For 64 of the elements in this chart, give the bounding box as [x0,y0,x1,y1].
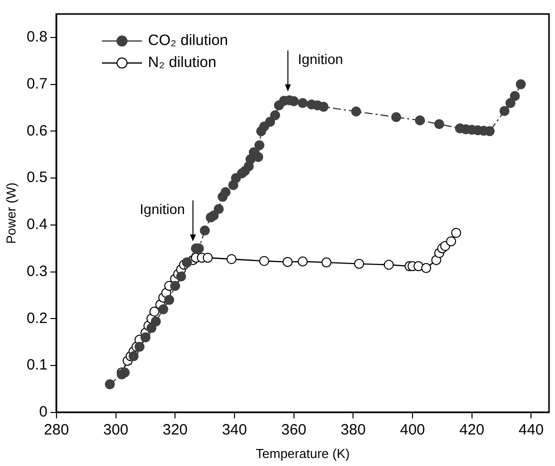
x-tick-label: 440 [518,422,544,439]
point [220,187,231,198]
point [446,236,456,246]
point [298,98,308,108]
y-tick-label: 0.2 [26,310,48,327]
point [265,116,276,127]
x-tick-label: 320 [162,422,188,439]
x-tick-label: 380 [340,422,366,439]
point [354,258,364,269]
y-tick-label: 0.5 [26,169,48,186]
point [176,271,186,282]
y-tick-label: 0.3 [26,262,48,280]
point [226,254,237,264]
point [150,316,161,326]
legend-label: CO₂ dilution [148,31,228,51]
point [510,91,520,102]
point [254,140,264,150]
point [321,257,332,268]
point [104,379,115,390]
point [282,256,293,267]
point [149,306,160,317]
point [451,228,462,238]
x-tick-label: 280 [44,422,69,439]
x-tick-label: 360 [281,422,306,439]
point [391,112,402,122]
point [434,119,444,130]
point [298,256,308,266]
legend-label: N₂ dilution [148,53,216,73]
point [351,106,362,116]
point [270,110,280,120]
point [505,98,516,108]
point [170,280,180,291]
y-tick-label: 0.4 [26,216,48,234]
x-tick-label: 420 [459,422,484,439]
point [200,226,210,236]
y-tick-label: 0.7 [26,75,48,92]
x-tick-label: 340 [222,422,247,439]
point [484,126,495,136]
x-axis-title: Temperature (K) [256,446,350,461]
y-tick-label: 0.8 [26,28,48,46]
x-tick-label: 400 [400,422,426,439]
point [318,102,328,112]
point [516,79,526,90]
point [202,252,213,263]
y-tick-label: 0 [39,404,48,421]
point [259,256,270,266]
y-tick-label: 0.6 [26,122,48,140]
point [499,106,510,116]
point [214,204,224,214]
point [414,115,425,126]
point [128,351,139,362]
annotation: Ignition [298,51,344,68]
y-tick-label: 0.1 [26,356,48,374]
y-axis-title: Power (W) [3,182,18,244]
point [158,304,168,314]
point [421,263,432,274]
annotation: Ignition [140,201,185,218]
point [384,260,394,270]
point [134,342,145,352]
x-tick-label: 300 [103,422,128,439]
point [120,368,130,378]
point [208,210,219,221]
point [140,332,150,342]
point [164,294,174,305]
